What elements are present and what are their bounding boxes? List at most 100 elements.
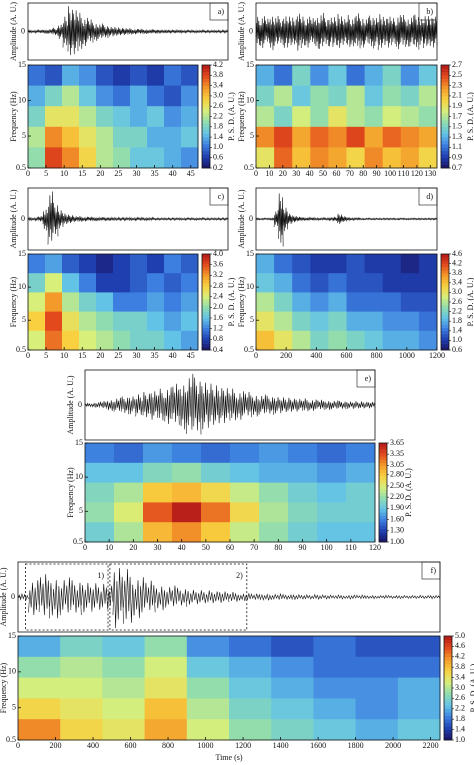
waveform-segment bbox=[152, 217, 159, 221]
x-tick-label: 10 bbox=[265, 169, 273, 178]
spectrogram-cell bbox=[186, 698, 230, 720]
frequency-tick-label: 0.5 bbox=[16, 345, 26, 354]
colorbar-tick-label: 4.0 bbox=[213, 249, 223, 258]
colorbar-swatch bbox=[441, 263, 449, 268]
spectrogram-cell bbox=[310, 273, 329, 293]
spectrogram-cell bbox=[28, 254, 46, 274]
waveform-segment bbox=[157, 388, 166, 421]
waveform-segment bbox=[52, 27, 59, 36]
spectrogram-cell bbox=[164, 292, 182, 312]
waveform-segment bbox=[67, 214, 74, 224]
waveform-segment bbox=[147, 216, 154, 222]
colorbar-tick-label: 1.4 bbox=[455, 724, 465, 733]
waveform-segment bbox=[142, 216, 149, 222]
waveform-segment bbox=[32, 216, 39, 222]
colorbar-swatch bbox=[444, 691, 452, 696]
colorbar-swatch bbox=[441, 75, 449, 80]
spectrogram-cell bbox=[346, 502, 376, 523]
spectrogram-cell bbox=[418, 65, 438, 86]
colorbar-label: P. S. D. (A. U.) bbox=[469, 663, 474, 712]
spectrogram-cell bbox=[271, 677, 314, 699]
waveform-segment bbox=[107, 216, 114, 222]
spectrogram-cell bbox=[96, 65, 114, 86]
spectrogram-cell bbox=[274, 65, 293, 86]
waveform-segment bbox=[91, 583, 103, 612]
waveform-segment bbox=[17, 593, 29, 602]
spectrogram-cell bbox=[288, 482, 318, 503]
frequency-tick-label: 5 bbox=[22, 315, 26, 324]
spectrogram-cell bbox=[292, 85, 311, 107]
spectrogram-cell bbox=[181, 330, 199, 351]
spectrogram-cell bbox=[271, 636, 314, 658]
spectrogram-cell bbox=[346, 254, 365, 274]
waveform-segment bbox=[177, 216, 184, 221]
spectrogram-cell bbox=[144, 636, 188, 658]
waveform-segment bbox=[344, 594, 356, 600]
colorbar-tick-label: 1.0 bbox=[213, 142, 223, 151]
colorbar-tick-label: 2.20 bbox=[390, 492, 404, 501]
x-tick-label: 1000 bbox=[198, 741, 214, 750]
panel-label-box bbox=[418, 187, 438, 206]
colorbar-tick-label: 3.0 bbox=[455, 683, 465, 692]
spectrogram-cell bbox=[172, 443, 202, 464]
colorbar-swatch bbox=[441, 308, 449, 312]
spectrogram-cell bbox=[382, 106, 402, 128]
colorbar-tick-label: 2.6 bbox=[452, 297, 462, 306]
waveform-segment bbox=[273, 210, 279, 228]
spectrogram-cell bbox=[274, 254, 293, 274]
waveform-segment bbox=[91, 402, 100, 408]
colorbar-label: P. S. D. (A. U.) bbox=[466, 277, 474, 326]
colorbar-tick-label: 3.65 bbox=[390, 438, 404, 447]
waveform-segment bbox=[270, 592, 283, 601]
colorbar-tick-label: 1.4 bbox=[213, 132, 223, 141]
waveform-frame bbox=[17, 561, 441, 633]
colorbar-swatch bbox=[202, 109, 210, 114]
colorbar-swatch bbox=[202, 130, 210, 134]
spectrogram-cell bbox=[79, 106, 97, 128]
colorbar-tick-label: 1.5 bbox=[452, 122, 462, 131]
spectrogram-cell bbox=[346, 126, 365, 148]
colorbar-swatch bbox=[441, 95, 449, 100]
waveform-segment bbox=[396, 217, 402, 221]
waveform-segment bbox=[400, 217, 406, 221]
spectrogram-cell bbox=[382, 147, 402, 169]
panel-label-box bbox=[209, 187, 229, 206]
waveform-segment bbox=[365, 595, 377, 600]
x-tick-label: 15 bbox=[78, 351, 86, 360]
waveform-segment bbox=[264, 18, 270, 44]
colorbar-swatch bbox=[444, 681, 452, 685]
frequency-tick-label: 10 bbox=[246, 95, 254, 104]
spectrogram-cell bbox=[172, 462, 202, 483]
spectrogram-cell bbox=[346, 311, 365, 332]
colorbar-swatch bbox=[444, 677, 452, 682]
colorbar-tick-label: 0.6 bbox=[213, 153, 223, 162]
waveform-segment bbox=[228, 592, 240, 602]
waveform-segment bbox=[152, 29, 159, 34]
waveform-segment bbox=[368, 15, 374, 49]
colorbar-swatch bbox=[441, 340, 449, 344]
amplitude-label: Amplitude (A. U.) bbox=[9, 2, 18, 61]
spectrogram-cell bbox=[60, 698, 103, 720]
spectrogram-cell bbox=[113, 254, 131, 274]
panel-label-box bbox=[418, 2, 438, 21]
spectrogram-cell bbox=[181, 126, 199, 148]
waveform-segment bbox=[338, 400, 347, 410]
spectrogram-cell bbox=[164, 85, 182, 107]
waveform-segment bbox=[239, 593, 251, 601]
waveform-segment bbox=[72, 216, 79, 222]
waveform-segment bbox=[269, 217, 275, 222]
spectrogram-cell bbox=[317, 502, 347, 523]
panel-label: b) bbox=[426, 7, 433, 16]
waveform-segment bbox=[147, 29, 154, 34]
waveform-segment bbox=[157, 29, 164, 34]
spectrogram-cell bbox=[144, 719, 188, 741]
spectrogram-cell bbox=[147, 147, 165, 169]
waveform-segment bbox=[162, 29, 169, 34]
spectrogram-cell bbox=[28, 106, 46, 128]
spectrogram-cell bbox=[259, 502, 289, 523]
x-tick-label: 1000 bbox=[399, 351, 415, 360]
x-tick-label: 1400 bbox=[273, 741, 289, 750]
colorbar-tick-label: 0.7 bbox=[452, 163, 462, 172]
spectrogram-cell bbox=[346, 443, 376, 464]
colorbar-tick-label: 0.4 bbox=[213, 345, 223, 354]
